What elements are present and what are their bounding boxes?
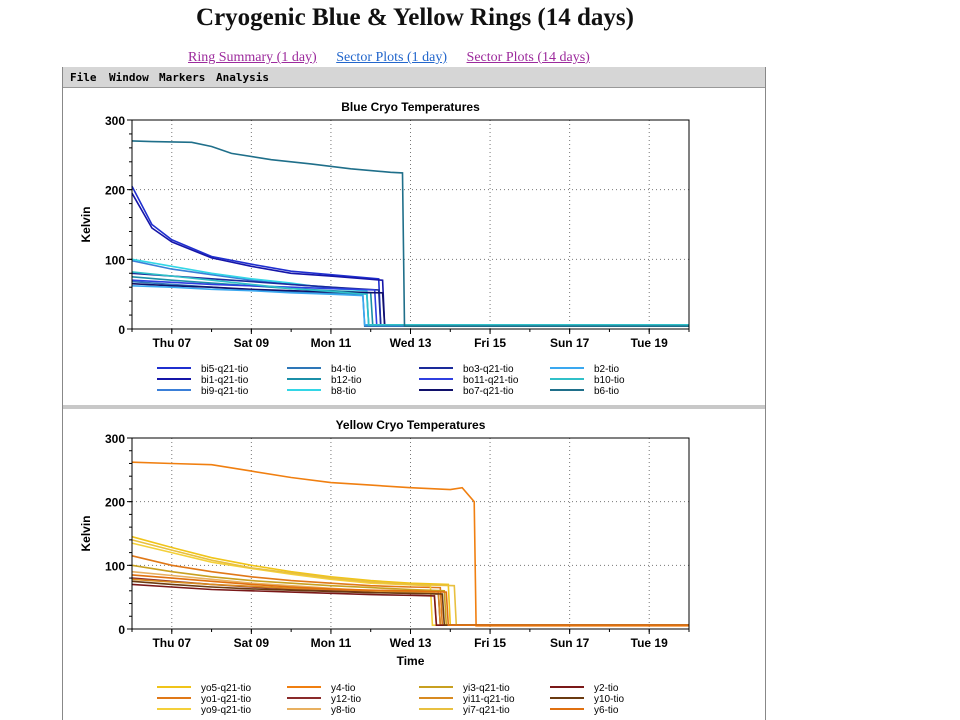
page-title: Cryogenic Blue & Yellow Rings (14 days) — [196, 4, 634, 31]
chart-1-legend-label-yo1-q21-tio: yo1-q21-tio — [201, 694, 251, 705]
chart-1-series-line-y4-tio — [131, 461, 689, 627]
panel-divider — [63, 405, 765, 409]
chart-0-series-line-b10-tio — [131, 271, 689, 326]
chart-0-series-line-b6-tio — [131, 140, 689, 327]
chart-0-legend-label-b4-tio: b4-tio — [331, 364, 356, 375]
chart-1-x-tick-label: Tue 19 — [631, 636, 668, 650]
chart-0-legend-label-bi9-q21-tio: bi9-q21-tio — [201, 386, 249, 397]
chart-0-legend-label-b8-tio: b8-tio — [331, 386, 356, 397]
chart-0-y-tick-label: 100 — [105, 253, 125, 267]
chart-1-legend-label-y12-tio: y12-tio — [331, 694, 361, 705]
chart-0-legend-label-b6-tio: b6-tio — [594, 386, 619, 397]
chart-0-legend-label-bo3-q21-tio: bo3-q21-tio — [463, 364, 514, 375]
chart-1-series-line-y6-tio — [131, 574, 689, 626]
chart-1-x-axis-label: Time — [397, 654, 425, 668]
chart-1-legend-label-yi7-q21-tio: yi7-q21-tio — [463, 705, 510, 716]
ring-summary-link[interactable]: Ring Summary (1 day) — [188, 50, 317, 65]
chart-0-y-axis-label: Kelvin — [79, 206, 93, 242]
chart-1-plot-area — [132, 438, 689, 629]
chart-1-x-tick-label: Thu 07 — [152, 636, 191, 650]
chart-0-y-tick-label: 300 — [105, 114, 125, 128]
chart-0-series-line-bo11-q21-tio — [131, 279, 689, 326]
chart-0-legend-label-bo7-q21-tio: bo7-q21-tio — [463, 386, 514, 397]
chart-1-series-line-yo9-q21-tio — [131, 542, 689, 626]
chart-0-title: Blue Cryo Temperatures — [341, 100, 480, 114]
chart-0-legend-label-b2-tio: b2-tio — [594, 364, 619, 375]
chart-1-title: Yellow Cryo Temperatures — [336, 418, 486, 432]
chart-1-legend-label-y10-tio: y10-tio — [594, 694, 624, 705]
chart-1-legend-label-yi11-q21-tio: yi11-q21-tio — [463, 694, 515, 705]
chart-1-legend-label-yo9-q21-tio: yo9-q21-tio — [201, 705, 251, 716]
chart-1-series-line-yi7-q21-tio — [131, 539, 689, 626]
chart-1-series-line-yi3-q21-tio — [131, 564, 689, 626]
sector-plots-14-days-link[interactable]: Sector Plots (14 days) — [466, 50, 590, 65]
chart-1-series-line-y2-tio — [131, 583, 689, 626]
sector-plots-1-day-link[interactable]: Sector Plots (1 day) — [336, 50, 448, 65]
chart-0-legend-label-bo11-q21-tio: bo11-q21-tio — [463, 375, 519, 386]
menu-bar: File Window Markers Analysis — [63, 67, 765, 88]
chart-1-y-tick-label: 300 — [105, 432, 125, 446]
chart-1-x-tick-label: Sun 17 — [550, 636, 590, 650]
chart-0-legend-label-b10-tio: b10-tio — [594, 375, 625, 386]
chart-1-x-tick-label: Sat 09 — [234, 636, 270, 650]
chart-1-x-tick-label: Mon 11 — [311, 636, 352, 650]
chart-1-legend-label-y8-tio: y8-tio — [331, 705, 356, 716]
chart-1-series-line-yo1-q21-tio — [131, 555, 689, 626]
chart-0-x-tick-label: Sat 09 — [234, 336, 270, 350]
chart-1-series-line-y10-tio — [131, 580, 689, 626]
chart-1-x-tick-label: Wed 13 — [390, 636, 432, 650]
chart-0-x-tick-label: Tue 19 — [631, 336, 668, 350]
menu-window[interactable]: Window — [109, 71, 149, 84]
chart-1-y-tick-label: 200 — [105, 496, 125, 510]
chart-1-legend-label-y4-tio: y4-tio — [331, 683, 356, 694]
chart-1-plot-frame — [131, 437, 690, 630]
chart-1-legend-label-yi3-q21-tio: yi3-q21-tio — [463, 683, 510, 694]
chart-0-x-tick-label: Thu 07 — [152, 336, 191, 350]
chart-0-series-line-b2-tio — [131, 285, 689, 326]
chart-0-x-tick-label: Wed 13 — [390, 336, 432, 350]
chart-1-legend-label-y2-tio: y2-tio — [594, 683, 619, 694]
chart-0-plot-frame — [131, 119, 690, 330]
chart-0-x-tick-label: Sun 17 — [550, 336, 590, 350]
chart-0-legend-label-b12-tio: b12-tio — [331, 375, 362, 386]
chart-0-series-line-bo7-q21-tio — [131, 282, 689, 326]
chart-1-y-axis-label: Kelvin — [79, 515, 93, 551]
yellow-cryo-chart: Yellow Cryo Temperatures Thu 07 Sat 09 Mon … — [79, 418, 690, 716]
chart-1-legend-label-y6-tio: y6-tio — [594, 705, 619, 716]
menu-markers[interactable]: Markers — [159, 71, 206, 84]
chart-0-x-tick-label: Mon 11 — [311, 336, 352, 350]
chart-0-y-tick-label: 200 — [105, 184, 125, 198]
chart-0-y-tick-label: 0 — [118, 323, 125, 337]
menu-analysis[interactable]: Analysis — [216, 71, 269, 84]
chart-0-x-tick-label: Fri 15 — [474, 336, 506, 350]
chart-1-y-tick-label: 100 — [105, 559, 125, 573]
chart-0-legend-label-bi1-q21-tio: bi1-q21-tio — [201, 375, 249, 386]
chart-1-series-line-yo5-q21-tio — [131, 535, 689, 626]
nav-links: Ring Summary (1 day) Sector Plots (1 day… — [188, 50, 606, 66]
blue-cryo-chart: Blue Cryo Temperatures Thu 07 Sat 09 Mon 11… — [79, 100, 690, 397]
chart-1-y-tick-label: 0 — [118, 623, 125, 637]
chart-0-legend-label-bi5-q21-tio: bi5-q21-tio — [201, 364, 249, 375]
chart-1-x-tick-label: Fri 15 — [474, 636, 506, 650]
chart-1-legend-label-yo5-q21-tio: yo5-q21-tio — [201, 683, 251, 694]
menu-file[interactable]: File — [70, 71, 97, 84]
